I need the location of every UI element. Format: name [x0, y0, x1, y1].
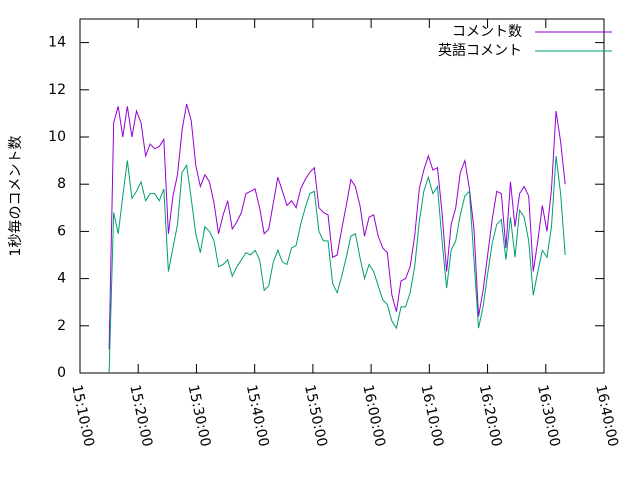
series-line — [108, 103, 566, 350]
y-tick-label: 8 — [57, 176, 66, 192]
y-tick-label: 4 — [57, 271, 66, 287]
series-line — [108, 155, 566, 374]
legend-label: 英語コメント — [438, 42, 522, 59]
y-axis-label: 1秒毎のコメント数 — [8, 136, 24, 257]
legend-label: コメント数 — [452, 24, 522, 40]
y-tick-label: 6 — [57, 223, 66, 239]
y-tick-label: 0 — [57, 365, 66, 381]
y-tick-label: 12 — [48, 82, 66, 98]
y-tick-label: 2 — [57, 318, 66, 334]
plot-border — [79, 18, 605, 374]
y-tick-label: 10 — [48, 129, 66, 145]
y-tick-label: 14 — [48, 35, 66, 51]
